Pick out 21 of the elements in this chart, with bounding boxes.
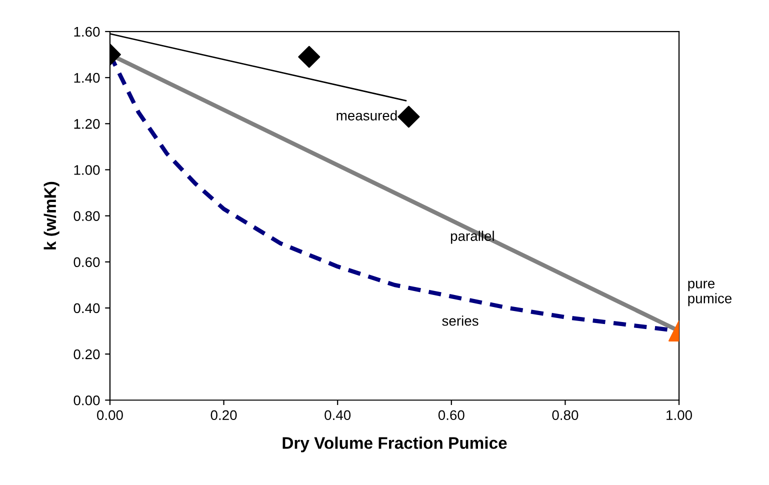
x-tick-label: 0.20: [210, 410, 237, 420]
series-label: parallel: [450, 230, 494, 244]
x-tick-label: 0.60: [438, 410, 464, 420]
y-tick-label: 1.40: [74, 72, 100, 83]
y-tick-label: 0.40: [74, 303, 100, 314]
y-tick-label: 0.60: [74, 257, 100, 268]
y-tick-label: 1.00: [74, 165, 100, 175]
series-label: pure pumice: [688, 280, 732, 306]
y-tick-label: 0.80: [74, 211, 100, 221]
y-tick-label: 0.20: [74, 349, 100, 360]
x-tick-label: 0.00: [96, 410, 123, 420]
x-tick-label: 0.40: [324, 410, 351, 420]
series-label: series: [442, 316, 478, 326]
y-axis-title: k (w/mK): [44, 182, 60, 250]
series-label: measured: [336, 110, 397, 120]
y-tick-label: 0.00: [74, 395, 100, 406]
y-tick-label: 1.20: [74, 119, 100, 129]
y-tick-label: 1.60: [74, 26, 100, 37]
x-tick-label: 1.00: [666, 410, 692, 420]
x-axis-title: Dry Volume Fraction Pumice: [282, 436, 507, 452]
x-tick-label: 0.80: [552, 410, 578, 420]
